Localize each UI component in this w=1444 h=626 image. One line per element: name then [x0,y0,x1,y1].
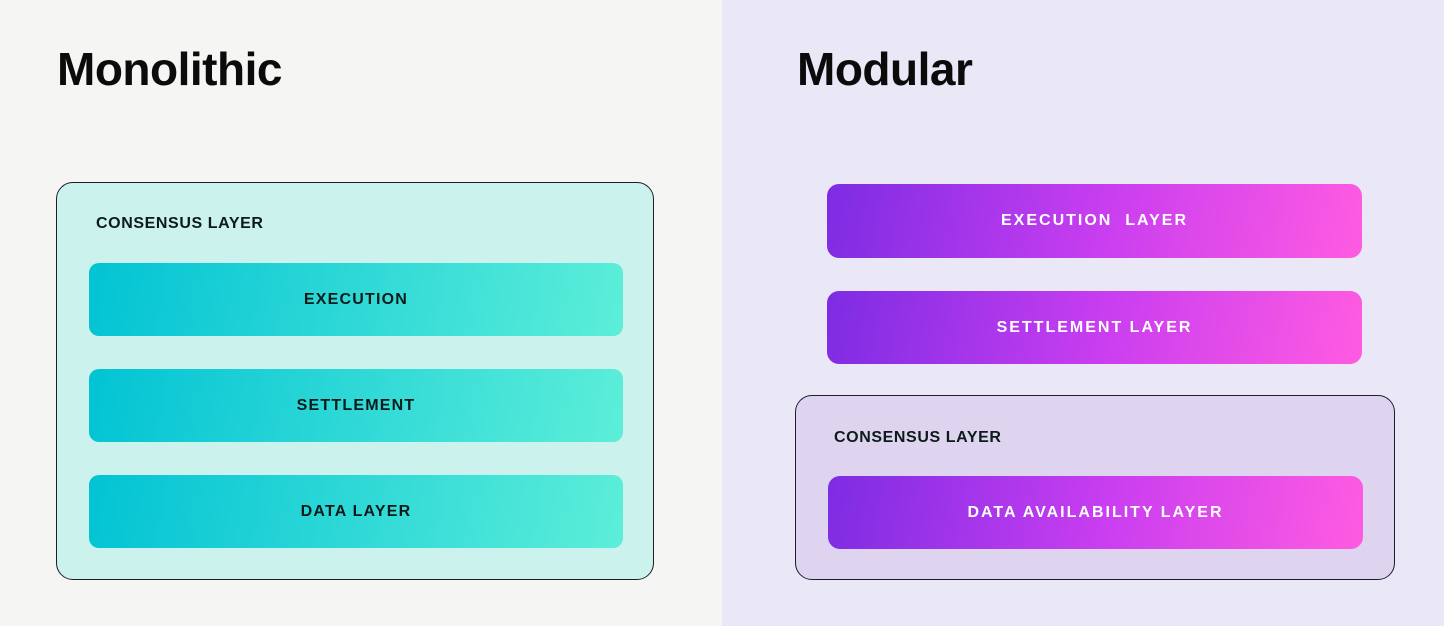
data-layer-label: DATA LAYER [300,502,412,520]
execution-layer-bar: EXECUTION LAYER [827,184,1362,258]
modular-panel: Modular EXECUTION LAYER SETTLEMENT LAYER… [722,0,1444,626]
settlement-layer-label: SETTLEMENT LAYER [996,318,1193,336]
settlement-layer-bar: SETTLEMENT LAYER [827,291,1362,364]
modular-title: Modular [797,43,973,95]
monolithic-panel: Monolithic CONSENSUS LAYER EXECUTION SET… [0,0,722,626]
data-availability-layer-label: DATA AVAILABILITY LAYER [967,503,1224,521]
monolithic-consensus-label: CONSENSUS LAYER [96,215,264,232]
monolithic-consensus-box: CONSENSUS LAYER EXECUTION SETTLEMENT DAT… [56,182,654,580]
execution-layer-label: EXECUTION LAYER [1001,212,1188,229]
execution-layer-bar: EXECUTION [89,263,623,336]
settlement-layer-bar: SETTLEMENT [89,369,623,442]
data-availability-layer-bar: DATA AVAILABILITY LAYER [828,476,1363,549]
modular-consensus-label: CONSENSUS LAYER [834,429,1002,446]
data-layer-bar: DATA LAYER [89,475,623,548]
execution-layer-label: EXECUTION [303,290,409,308]
modular-consensus-box: CONSENSUS LAYER DATA AVAILABILITY LAYER [795,395,1395,580]
monolithic-title: Monolithic [57,43,282,95]
settlement-layer-label: SETTLEMENT [296,396,416,414]
